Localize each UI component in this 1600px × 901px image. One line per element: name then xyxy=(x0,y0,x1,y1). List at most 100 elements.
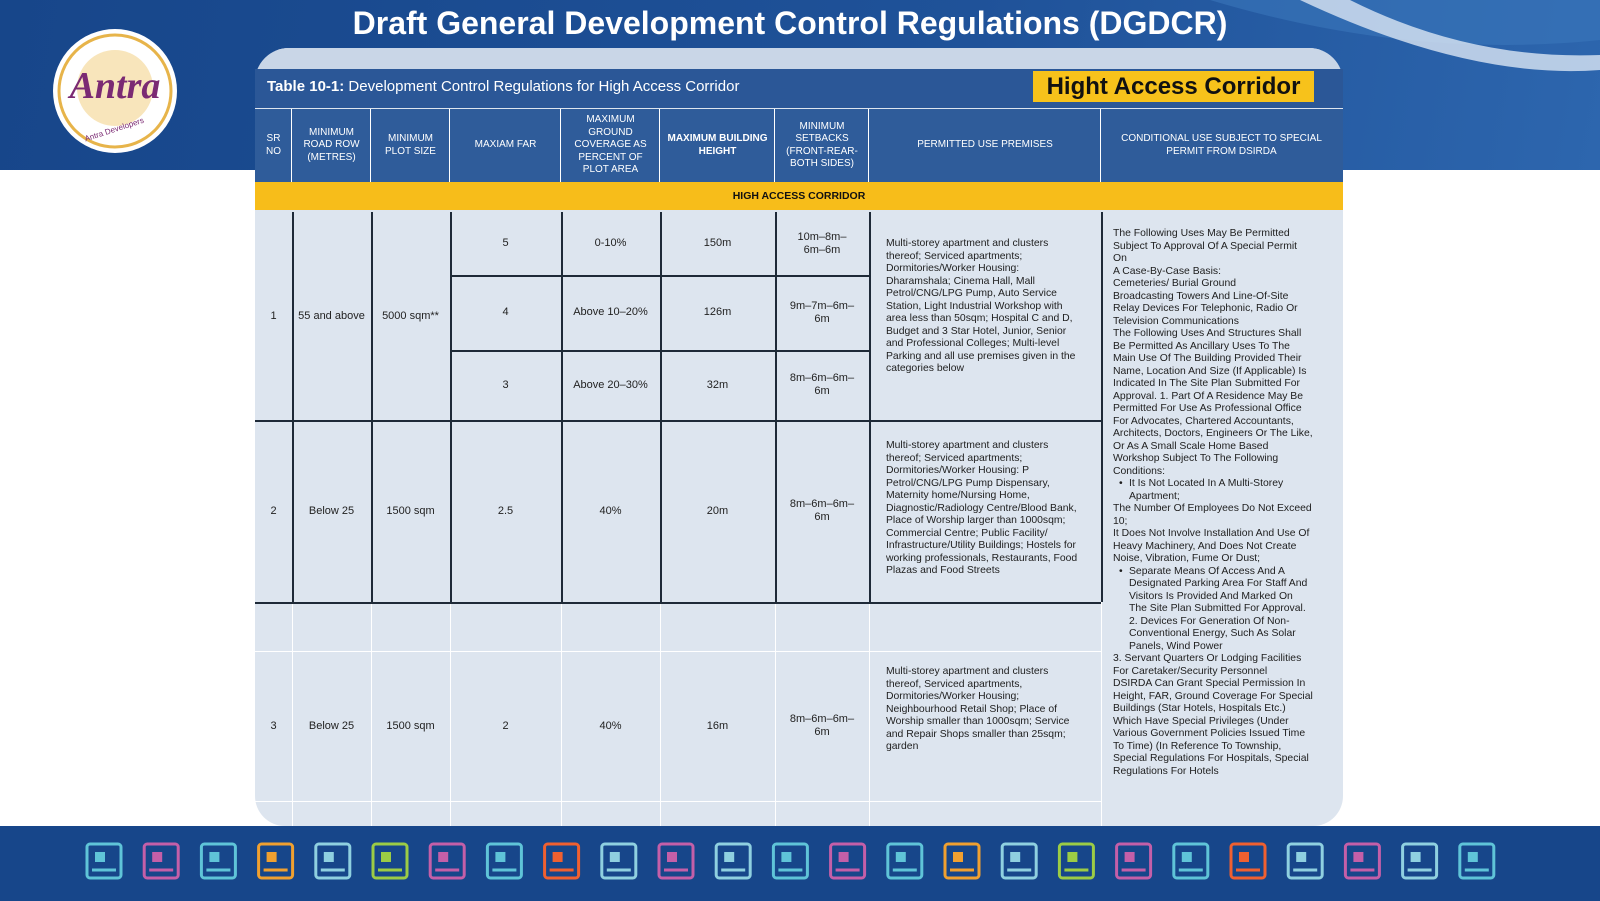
conditional-item: Cemeteries/ Burial Ground xyxy=(1113,278,1237,289)
table-rule xyxy=(561,212,563,602)
table-rule xyxy=(869,602,870,826)
coverage: Above 10–20% xyxy=(573,306,648,318)
footer-icon xyxy=(428,842,466,880)
logo-brand: Antra xyxy=(68,65,161,107)
far: 2.5 xyxy=(497,504,514,517)
coverage: 40% xyxy=(599,719,622,732)
height: 16m xyxy=(706,719,729,732)
column-header: MINIMUM PLOT SIZE xyxy=(385,133,436,157)
sr-no: 1 xyxy=(270,309,277,322)
table-caption: Table 10-1: Development Control Regulati… xyxy=(267,76,739,98)
footer-icon xyxy=(1229,842,1267,880)
table-rule xyxy=(450,212,452,602)
conditional-item: The Following Uses May Be Permitted Subj… xyxy=(1113,228,1298,264)
coverage: 40% xyxy=(599,504,622,517)
coverage: 0-10% xyxy=(594,237,627,249)
corridor-badge: Hight Access Corridor xyxy=(1033,71,1314,102)
table-rule xyxy=(774,109,775,182)
permitted-uses: Multi-storey apartment and clusters ther… xyxy=(886,666,1070,752)
footer-icons xyxy=(85,842,1496,880)
section-row xyxy=(255,182,1343,210)
column-header: SR NO xyxy=(266,133,281,157)
table-rule xyxy=(869,212,871,602)
footer-icon xyxy=(829,842,867,880)
plot-size: 1500 sqm xyxy=(386,504,435,517)
far: 2 xyxy=(502,719,509,732)
plot-size: 5000 sqm** xyxy=(382,309,439,322)
header-row xyxy=(255,109,1343,182)
setback: 8m–6m–6m–6m xyxy=(789,498,855,523)
footer-icon xyxy=(1000,842,1038,880)
caption-label: Table 10-1: xyxy=(267,78,345,95)
table-rule xyxy=(561,602,562,826)
footer-icon xyxy=(714,842,752,880)
footer-icon xyxy=(485,842,523,880)
permitted-uses: Multi-storey apartment and clusters ther… xyxy=(886,440,1078,576)
footer-icon xyxy=(85,842,123,880)
footer-icon xyxy=(199,842,237,880)
height: 150m xyxy=(703,237,732,249)
table-rule xyxy=(450,350,869,352)
table-rule xyxy=(775,602,776,826)
table-rule xyxy=(660,212,662,602)
conditional-item: It Is Not Located In A Multi-Storey Apar… xyxy=(1113,478,1313,503)
conditional-item: 3. Servant Quarters Or Lodging Facilitie… xyxy=(1113,653,1302,677)
road-row: 55 and above xyxy=(298,309,365,322)
table-rule xyxy=(370,109,371,182)
footer-icon xyxy=(371,842,409,880)
coverage: Above 20–30% xyxy=(573,378,648,391)
column-header: MAXIMUM GROUND COVERAGE AS PERCENT OF PL… xyxy=(574,114,647,176)
table-rule xyxy=(450,275,869,277)
sr-no: 2 xyxy=(270,504,277,517)
conditional-item: Separate Means Of Access And A Designate… xyxy=(1113,566,1313,654)
column-header: MINIMUM SETBACKS (FRONT-REAR-BOTH SIDES) xyxy=(786,120,858,170)
far: 3 xyxy=(502,378,509,391)
table-rule xyxy=(255,602,1101,604)
logo: Antra Antra Developers xyxy=(53,29,177,153)
footer-icon xyxy=(1458,842,1496,880)
footer-icon xyxy=(314,842,352,880)
footer-icon xyxy=(1401,842,1439,880)
caption-text: Development Control Regulations for High… xyxy=(348,78,740,95)
footer-icon xyxy=(543,842,581,880)
footer-icon xyxy=(1115,842,1153,880)
footer-icon xyxy=(1343,842,1381,880)
table-rule xyxy=(255,801,1101,802)
footer-icon xyxy=(657,842,695,880)
height: 126m xyxy=(703,306,732,318)
table-rule xyxy=(1101,212,1103,602)
column-header: MINIMUM ROAD ROW (METRES) xyxy=(303,126,360,163)
table-rule xyxy=(292,212,294,602)
column-header: CONDITIONAL USE SUBJECT TO SPECIAL PERMI… xyxy=(1121,133,1322,157)
footer-icon xyxy=(1057,842,1095,880)
column-header: MAXIAM FAR xyxy=(474,139,537,151)
conditional-item: A Case-By-Case Basis: xyxy=(1113,265,1221,277)
footer-icon xyxy=(600,842,638,880)
sr-no: 3 xyxy=(270,719,277,732)
setback: 9m–7m–6m–6m xyxy=(789,299,855,325)
footer-band xyxy=(0,826,1600,901)
footer-icon xyxy=(1172,842,1210,880)
road-row: Below 25 xyxy=(308,719,355,732)
setback: 10m–8m–6m–6m xyxy=(797,230,847,256)
conditional-item: The Following Uses And Structures Shall … xyxy=(1113,328,1313,477)
table-rule xyxy=(292,602,293,826)
table-rule xyxy=(560,109,561,182)
column-header: MAXIMUM BUILDING HEIGHT xyxy=(667,133,768,157)
far: 5 xyxy=(502,237,509,249)
table-rule xyxy=(450,602,451,826)
table-rule xyxy=(371,602,372,826)
conditional-uses: The Following Uses May Be Permitted Subj… xyxy=(1113,228,1313,778)
panel-top xyxy=(255,48,1343,69)
conditional-item: Broadcasting Towers And Line-Of-Site Rel… xyxy=(1113,290,1298,327)
table-rule xyxy=(371,212,373,602)
footer-icon xyxy=(771,842,809,880)
conditional-item: Noise, Vibration, Fume Or Dust; xyxy=(1113,553,1261,564)
road-row: Below 25 xyxy=(308,504,355,517)
table-rule xyxy=(255,420,1101,422)
table-rule xyxy=(291,109,292,182)
page-title: Draft General Development Control Regula… xyxy=(352,5,1228,41)
